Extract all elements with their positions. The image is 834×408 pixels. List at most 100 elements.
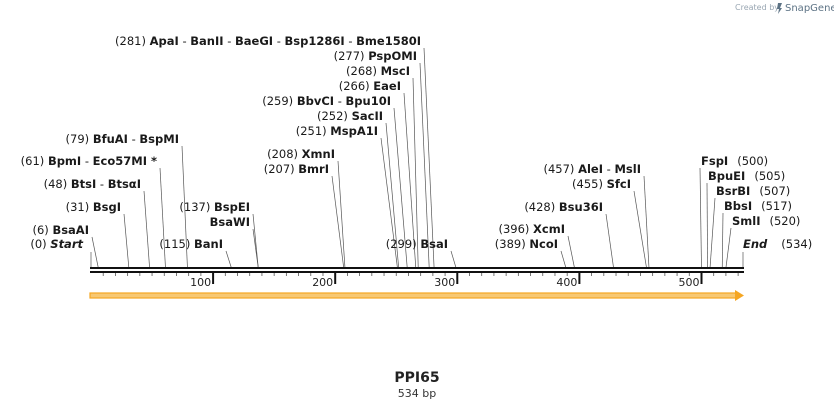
site-position: (259) [262,94,293,108]
enzyme-name[interactable]: SfcI [607,177,631,191]
enzyme-name[interactable]: BbvCI [297,94,334,108]
enzyme-name[interactable]: BspEI [214,200,250,214]
site-label[interactable]: (252) SacII [317,109,383,123]
enzyme-name[interactable]: BbsI [724,199,752,213]
site-label[interactable]: (137) BspEI [179,200,250,214]
enzyme-name[interactable]: MscI [381,64,410,78]
ruler-tick-label: 500 [678,276,699,289]
enzyme-name[interactable]: MspA1I [330,124,378,138]
enzyme-name[interactable]: XmnI [302,147,335,161]
name-separator: - [96,177,107,191]
enzyme-name[interactable]: BsaAI [52,223,89,237]
site-leader-line [337,160,346,269]
site-label[interactable]: (115) BanI [159,237,223,251]
site-label[interactable]: (208) XmnI [267,147,335,161]
enzyme-name[interactable]: BsgI [93,200,121,214]
site-leader-line [91,236,99,269]
site-position: (455) [572,177,603,191]
site-label[interactable]: (79) BfuAI - BspMI [66,132,179,146]
site-label[interactable]: (281) ApaI - BanII - BaeGI - Bsp1286I - … [115,34,421,48]
enzyme-name[interactable]: BtsI [71,177,96,191]
site-label[interactable]: (389) NcoI [495,237,558,251]
site-label[interactable]: (428) Bsu36I [524,200,603,214]
enzyme-name[interactable]: BsaI [420,237,448,251]
site-label[interactable]: (6) BsaAI [32,223,89,237]
enzyme-name[interactable]: XcmI [533,222,565,236]
enzyme-name[interactable]: BsrBI [716,184,750,198]
enzyme-name[interactable]: BmrI [298,162,329,176]
site-label[interactable]: (396) XcmI [498,222,565,236]
feature-arrow [89,290,744,301]
feature-bar[interactable] [89,292,737,299]
enzyme-name[interactable]: Bpu10I [346,94,391,108]
site-label[interactable]: (61) BpmI - Eco57MI * [21,154,157,168]
site-label[interactable]: (455) SfcI [572,177,631,191]
site-label[interactable]: SmlI (520) [732,214,800,228]
enzyme-name[interactable]: MslI [614,162,641,176]
enzyme-name[interactable]: AleI [578,162,603,176]
site-position: (79) [66,132,90,146]
ruler: 100 200 300 400 500 [102,273,739,289]
site-label[interactable]: (48) BtsI - BtsαI [44,177,141,191]
site-leader-line [423,47,435,269]
site-leader-line [643,175,650,269]
site-label[interactable]: (457) AleI - MslI [544,162,642,176]
site-label[interactable]: BbsI (517) [724,199,792,213]
enzyme-name[interactable]: Eco57MI * [93,154,157,168]
enzyme-name[interactable]: NcoI [529,237,558,251]
enzyme-name[interactable]: ApaI [150,34,179,48]
enzyme-name[interactable]: Bme1580I [356,34,421,48]
site-label[interactable]: (299) BsaI [386,237,448,251]
enzyme-name[interactable]: BanI [194,237,223,251]
credit-brand: SnapGene [785,3,834,14]
backbone-top-strand [90,267,744,269]
site-label[interactable]: FspI (500) [701,154,768,168]
enzyme-name[interactable]: BpuEI [708,169,745,183]
name-separator: - [273,34,284,48]
backbone-bottom-strand [90,271,744,273]
site-label[interactable]: BsaWI [210,215,250,229]
site-leader-line [143,190,150,269]
site-label[interactable]: BsrBI (507) [716,184,790,198]
enzyme-name[interactable]: BsaWI [210,215,250,229]
enzyme-name[interactable]: SmlI [732,214,761,228]
snapgene-credit: Created by SnapGene [735,3,834,14]
name-separator: - [345,34,356,48]
enzyme-name[interactable]: BfuAI [93,132,128,146]
snapgene-logo-icon [777,3,782,14]
site-label[interactable]: (251) MspA1I [296,124,378,138]
enzyme-name[interactable]: SacII [352,109,383,123]
enzyme-name[interactable]: BaeGI [235,34,273,48]
site-label[interactable]: (207) BmrI [264,162,329,176]
enzyme-name[interactable]: PspOMI [368,49,417,63]
site-label[interactable]: (266) EaeI [339,79,401,93]
enzyme-name[interactable]: BpmI [48,154,81,168]
site-label[interactable]: (268) MscI [346,64,410,78]
site-position: (266) [339,79,370,93]
site-label[interactable]: (31) BsgI [66,200,121,214]
site-position: (281) [115,34,146,48]
enzyme-name[interactable]: Bsu36I [559,200,603,214]
site-leader-line [633,190,647,269]
enzyme-name[interactable]: Bsp1286I [285,34,345,48]
enzyme-name[interactable]: FspI [701,154,728,168]
sequence-length: 534 bp [398,387,436,400]
site-leader-line [403,92,417,269]
site-position: (389) [495,237,526,251]
enzyme-name[interactable]: BspMI [139,132,179,146]
site-leader-line [560,250,567,269]
enzyme-name[interactable]: BtsαI [108,177,141,191]
enzyme-name[interactable]: BanII [190,34,223,48]
site-position: (268) [346,64,377,78]
ruler-tick-label: 100 [190,276,211,289]
site-position: (61) [21,154,45,168]
site-leader-line [709,197,716,269]
name-separator: - [334,94,345,108]
site-label[interactable]: (259) BbvCI - Bpu10I [262,94,391,108]
site-label[interactable]: BpuEI (505) [708,169,785,183]
site-label[interactable]: (277) PspOMI [334,49,417,63]
enzyme-name[interactable]: EaeI [373,79,401,93]
site-position: (6) [32,223,48,237]
site-leader-line [380,137,398,269]
site-position: (48) [44,177,68,191]
